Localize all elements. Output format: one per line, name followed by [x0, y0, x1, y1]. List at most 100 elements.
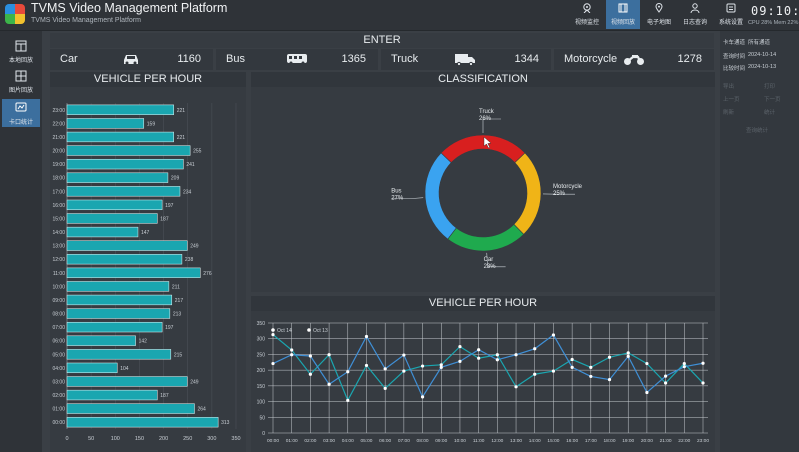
cpu-mem-status: CPU 28% Mem 22% [748, 20, 799, 26]
bar-value-label: 313 [221, 420, 230, 426]
nav-log-query[interactable]: 日志查询 [678, 0, 712, 29]
data-point [514, 353, 518, 357]
data-point [271, 333, 275, 337]
export-option[interactable]: 导出 [723, 84, 735, 90]
nav-system-settings[interactable]: 系统设置 [714, 0, 748, 29]
y-tick-label: 22:00 [52, 121, 65, 127]
data-point [533, 347, 537, 351]
y-tick-label: 300 [257, 337, 266, 343]
x-tick-label: 19:00 [622, 438, 634, 444]
y-tick-label: 01:00 [52, 407, 65, 413]
x-tick-label: 21:00 [660, 438, 672, 444]
nav-video-playback[interactable]: 视频回放 [606, 0, 640, 29]
data-point [458, 359, 462, 363]
bar-value-label: 255 [193, 149, 202, 155]
data-point [551, 333, 556, 337]
stat-value: 1365 [341, 53, 366, 65]
print-option[interactable]: 打印 [764, 84, 776, 90]
data-point [383, 367, 387, 371]
stat-value: 1278 [677, 53, 702, 65]
hourly-line-chart: 0 50 100 150 200 250 300 350 00:00 01:00 02:00 03:0… [257, 321, 710, 444]
bar [66, 240, 188, 251]
compare-date-input[interactable]: 2024-10-13 [748, 64, 777, 70]
sidebar-item-image-playback[interactable]: 图片回放 [2, 67, 40, 95]
data-point [701, 361, 705, 365]
x-tick-label: 00:00 [267, 438, 279, 444]
x-tick-label: 08:00 [417, 438, 429, 444]
refresh-option[interactable]: 刷新 [723, 110, 735, 116]
slice-label: Motorcycle [553, 184, 583, 190]
bar [66, 254, 183, 265]
enter-title: ENTER [50, 33, 714, 48]
data-point [439, 363, 443, 367]
data-point [551, 369, 556, 373]
x-tick-label: 300 [207, 436, 216, 442]
data-point [589, 374, 593, 379]
next-page-option[interactable]: 下一页 [764, 97, 781, 103]
bar-value-label: 241 [186, 162, 195, 168]
data-point [664, 381, 668, 385]
y-tick-label: 0 [262, 431, 265, 437]
x-tick-label: 250 [183, 436, 192, 442]
y-tick-label: 06:00 [52, 339, 65, 345]
x-tick-label: 11:00 [473, 438, 485, 444]
bar [66, 131, 174, 143]
series-line [272, 334, 704, 402]
slice-label: Bus [391, 189, 401, 195]
bar [66, 158, 184, 170]
data-point [701, 381, 705, 385]
y-tick-label: 21:00 [52, 135, 65, 141]
data-point [420, 395, 425, 399]
stat-value: 1344 [514, 53, 539, 65]
local-playback-icon [15, 40, 27, 52]
x-tick-label: 01:00 [286, 438, 298, 444]
bar [66, 321, 163, 333]
image-playback-icon [15, 70, 27, 82]
data-point [308, 354, 312, 358]
query-time-row: 查询时间 2024-10-14 [723, 52, 776, 60]
sidebar-item-local-playback[interactable]: 本地回放 [2, 37, 40, 65]
bar [66, 417, 219, 428]
y-tick-label: 200 [257, 368, 266, 374]
bar [66, 349, 172, 360]
film-icon [618, 3, 628, 13]
y-tick-label: 16:00 [52, 203, 65, 209]
data-point [495, 358, 499, 362]
bar [66, 376, 188, 387]
app-title: TVMS Video Management Platform [31, 1, 228, 15]
y-tick-label: 07:00 [52, 325, 65, 331]
channel-label: 卡车通道 [723, 40, 746, 46]
leader-line [482, 118, 501, 133]
x-tick-label: 14:00 [529, 438, 541, 444]
data-point [570, 365, 574, 369]
car-icon [124, 55, 138, 65]
leader-line [486, 252, 506, 268]
leader-line [391, 197, 424, 200]
y-tick-label: 05:00 [52, 352, 65, 358]
data-point [477, 356, 481, 360]
data-point [327, 353, 331, 357]
y-tick-label: 02:00 [52, 393, 65, 399]
nav-video-monitor[interactable]: 视频监控 [570, 0, 604, 29]
nav-label: 视频回放 [610, 20, 635, 26]
truck-icon [455, 54, 475, 66]
query-stats-button[interactable]: 查询统计 [746, 128, 769, 134]
channel-select[interactable]: 所有通道 [748, 40, 771, 46]
bar [66, 294, 173, 306]
prev-page-option[interactable]: 上一页 [723, 97, 740, 103]
x-tick-label: 20:00 [641, 438, 653, 444]
x-tick-label: 23:00 [697, 438, 709, 444]
nav-electronic-map[interactable]: 电子地图 [642, 0, 676, 29]
x-tick-label: 10:00 [454, 438, 466, 444]
bar-value-label: 221 [177, 135, 186, 141]
stat-value: 1160 [177, 53, 201, 65]
x-tick-label: 350 [231, 436, 240, 442]
stat-name: Truck [391, 53, 419, 65]
stats-option[interactable]: 统计 [764, 110, 776, 116]
sidebar-item-traffic-stats[interactable]: 卡口统计 [2, 99, 40, 127]
x-tick-label: 50 [88, 436, 94, 442]
query-date-input[interactable]: 2024-10-14 [748, 52, 777, 58]
bar [66, 186, 181, 197]
y-tick-label: 15:00 [52, 216, 65, 222]
y-tick-label: 250 [257, 352, 266, 358]
